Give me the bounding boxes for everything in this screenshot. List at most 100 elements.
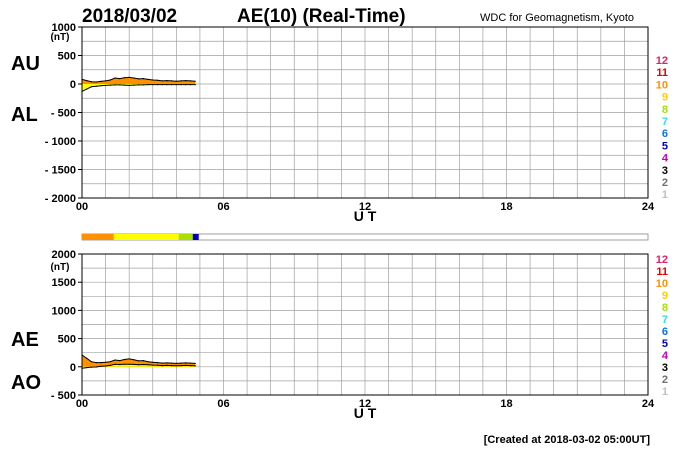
ao-point [128, 363, 130, 365]
station-count-label: 4 [662, 350, 669, 362]
ae-point [161, 362, 163, 364]
ao-point [100, 365, 102, 367]
ao-point [156, 364, 159, 366]
al-point [189, 84, 192, 86]
au-point [189, 80, 192, 82]
ao-point [185, 364, 187, 366]
al-point [175, 84, 177, 86]
ae-point [138, 360, 140, 362]
station-count-label: 4 [662, 153, 669, 165]
x-tick-label: 12 [359, 201, 371, 213]
au-point [100, 80, 102, 82]
ao-point [171, 365, 173, 367]
ae-point [123, 358, 125, 361]
au-label: AU [11, 53, 40, 75]
ao-label: AO [11, 372, 41, 394]
ae-point [185, 362, 187, 364]
al-point [128, 84, 130, 86]
au-point [114, 77, 116, 79]
station-count-label: 2 [662, 177, 668, 189]
y-tick-label: 1500 [52, 277, 76, 289]
ae-point [119, 360, 121, 362]
station-count-label: 5 [662, 140, 668, 152]
ae-point [90, 361, 92, 363]
ao-point [86, 367, 88, 369]
au-al-unit-label: (nT) [51, 32, 70, 43]
al-point [171, 84, 173, 86]
ao-point [95, 366, 97, 368]
station-count-label: 3 [662, 165, 668, 177]
au-point [123, 77, 125, 79]
ao-point [133, 363, 135, 365]
station-count-label: 8 [662, 302, 668, 314]
station-count-label: 11 [656, 266, 668, 278]
ao-point [189, 365, 192, 367]
ae-point [95, 362, 97, 364]
ae-point [100, 362, 102, 364]
ae-ao-y-ticks: 2000 1500 1000 500 0 - 500 [51, 249, 82, 402]
au-point [185, 80, 187, 82]
x-tick-label: 18 [500, 201, 512, 213]
ao-point [161, 365, 163, 367]
ae-ao-frame [81, 253, 649, 396]
ae-point [114, 359, 116, 361]
ae-point [142, 360, 144, 362]
x-tick-label: 06 [217, 398, 229, 410]
au-point [171, 80, 173, 82]
ao-point [114, 363, 116, 365]
au-al-grid [82, 27, 648, 198]
al-label: AL [11, 104, 38, 126]
ae-point [180, 362, 182, 364]
station-count-label: 1 [662, 189, 668, 201]
au-point [194, 80, 196, 82]
ae-point [128, 358, 130, 360]
coverage-segment [192, 234, 199, 240]
station-count-label: 9 [662, 290, 668, 302]
au-point [180, 80, 182, 82]
ao-point [105, 365, 107, 367]
station-count-label: 12 [656, 254, 668, 266]
au-point [142, 78, 144, 80]
ae-ao-x-ticks: 00 06 12 18 24 [76, 398, 655, 410]
al-point [100, 85, 102, 87]
ae-point [86, 357, 88, 359]
station-count-label: 1 [662, 386, 668, 398]
al-point [90, 86, 92, 88]
x-tick-label: 18 [500, 398, 512, 410]
ao-point [180, 365, 182, 367]
al-point [109, 84, 111, 86]
x-tick-label: 24 [642, 201, 655, 213]
station-count-label: 10 [656, 79, 668, 91]
al-point [119, 84, 121, 86]
ao-point [90, 366, 92, 368]
station-count-label: 9 [662, 92, 668, 104]
au-al-series [81, 76, 196, 92]
al-point [142, 84, 144, 86]
au-al-x-ticks: 00 06 12 18 24 [76, 201, 655, 213]
al-point [180, 84, 182, 86]
ae-point [109, 361, 111, 363]
station-count-label: 5 [662, 338, 668, 350]
station-coverage-bar [81, 233, 649, 241]
au-point [152, 79, 154, 81]
al-area [82, 84, 196, 92]
y-tick-label: 0 [70, 362, 76, 374]
au-point [175, 80, 177, 82]
ae-point [189, 362, 192, 364]
al-point [147, 84, 149, 86]
station-count-label: 6 [662, 128, 668, 140]
ae-ao-series [81, 354, 196, 369]
au-point [90, 81, 92, 83]
y-tick-label: - 500 [51, 108, 76, 120]
station-count-label: 3 [662, 362, 668, 374]
ao-point [194, 365, 196, 367]
ao-point [119, 363, 121, 366]
ae-point [152, 361, 154, 363]
chart-title: AE(10) (Real-Time) [237, 6, 406, 27]
au-point [156, 79, 159, 81]
al-point [105, 84, 107, 86]
au-point [95, 81, 97, 83]
